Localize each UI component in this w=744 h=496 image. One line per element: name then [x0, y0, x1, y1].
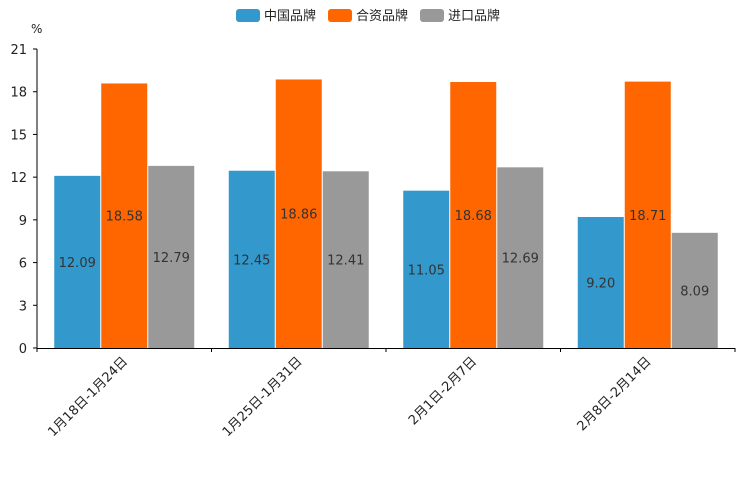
- data-label: 18.68: [455, 209, 492, 224]
- y-axis-unit-label: %: [31, 22, 42, 36]
- x-tick-label: 2月8日-2月14日: [575, 354, 655, 434]
- data-label: 12.69: [502, 252, 539, 267]
- bars: 12.09 18.58 12.79 12.45 18.86 12.41 11.05 18.68…: [54, 79, 718, 349]
- bar-jv: [275, 79, 322, 349]
- y-tick-label: 15: [10, 128, 27, 143]
- bar-jv: [450, 82, 497, 348]
- bar-china: [54, 175, 101, 348]
- y-tick-label: 12: [10, 171, 27, 186]
- bar-china: [403, 190, 450, 348]
- bar-china: [228, 170, 275, 348]
- bar-import: [497, 167, 544, 348]
- bar-jv: [101, 83, 148, 349]
- x-tick-label: 1月18日-1月24日: [45, 354, 131, 440]
- data-label: 12.45: [233, 253, 270, 268]
- data-label: 11.05: [408, 263, 445, 278]
- data-label: 18.71: [629, 209, 666, 224]
- data-label: 18.86: [280, 208, 317, 223]
- data-label: 12.09: [59, 256, 96, 271]
- legend-swatch-china: [236, 9, 260, 22]
- data-label: 9.20: [586, 277, 615, 292]
- x-tick-label: 1月25日-1月31日: [220, 354, 306, 440]
- y-tick-label: 9: [19, 214, 27, 229]
- x-tick-label: 2月1日-2月7日: [406, 354, 480, 428]
- legend-label: 进口品牌: [448, 8, 500, 24]
- x-axis: 1月18日-1月24日 1月25日-1月31日 2月1日-2月7日 2月8日-2月14…: [36, 348, 736, 440]
- bar-jv: [624, 81, 671, 349]
- y-tick-label: 3: [19, 299, 27, 314]
- legend-label: 合资品牌: [356, 8, 408, 24]
- data-label: 8.09: [680, 284, 709, 299]
- y-tick-label: 21: [10, 43, 27, 58]
- legend-swatch-jv: [328, 9, 352, 22]
- y-tick-label: 6: [19, 257, 27, 272]
- legend: 中国品牌 合资品牌 进口品牌: [236, 8, 500, 24]
- bar-import: [671, 232, 718, 348]
- y-axis: 0 3 6 9 12 15 18 21: [10, 43, 38, 357]
- data-label: 12.79: [153, 251, 190, 266]
- bar-import: [148, 165, 195, 348]
- y-tick-label: 0: [19, 342, 27, 357]
- bar-import: [322, 171, 369, 348]
- data-label: 18.58: [106, 210, 143, 225]
- bar-china: [577, 217, 624, 348]
- y-tick-label: 18: [10, 86, 27, 101]
- legend-swatch-import: [420, 9, 444, 22]
- data-label: 12.41: [327, 254, 364, 269]
- legend-label: 中国品牌: [264, 8, 316, 24]
